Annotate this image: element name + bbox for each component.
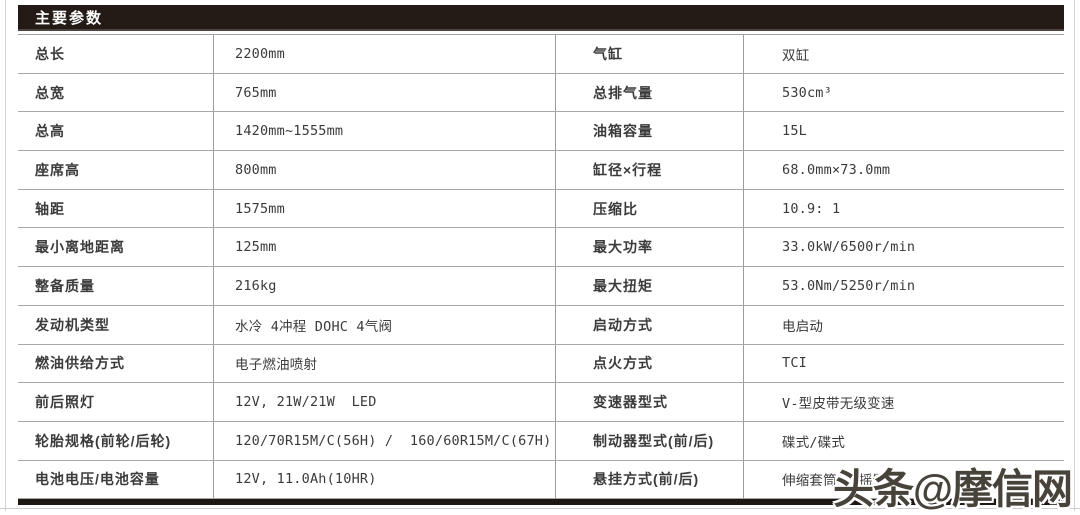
param-value: TCI <box>743 344 1064 384</box>
param-label: 点火方式 <box>555 344 743 384</box>
param-value: 12V, 21W/21W LED <box>213 383 555 422</box>
page-edge-left <box>5 0 6 511</box>
param-label: 压缩比 <box>555 189 743 229</box>
param-label: 总排气量 <box>555 73 743 113</box>
param-label: 最大扭矩 <box>555 267 743 306</box>
param-label: 变速器型式 <box>555 383 743 422</box>
param-value: 水冷 4冲程 DOHC 4气阀 <box>213 305 555 345</box>
param-value: 33.0kW/6500r/min <box>743 228 1064 268</box>
param-value: 2200mm <box>213 35 555 74</box>
param-label: 气缸 <box>555 35 743 74</box>
bottom-rule <box>18 499 1064 505</box>
param-label: 电池电压/电池容量 <box>18 461 213 500</box>
section-header-bar: 主要参数 <box>18 5 1064 31</box>
param-label: 座席高 <box>18 151 213 190</box>
spec-table: 总长 2200mm 气缸 双缸总宽 765mm 总排气量 530cm³ 总高 1420mm~15… <box>18 34 1064 500</box>
param-label: 最大功率 <box>555 228 743 268</box>
param-value: 碟式/碟式 <box>743 421 1064 461</box>
param-value: V-型皮带无级变速 <box>743 383 1064 422</box>
param-value: 电启动 <box>743 305 1064 345</box>
param-value: 53.0Nm/5250r/min <box>743 267 1064 306</box>
param-label: 启动方式 <box>555 305 743 345</box>
param-value: 530cm³ <box>743 73 1064 113</box>
param-label: 轴距 <box>18 190 213 229</box>
param-value: 12V, 11.0Ah(10HR) <box>213 460 555 500</box>
param-value: 800mm <box>213 151 555 190</box>
param-label: 发动机类型 <box>18 306 213 345</box>
param-label: 缸径×行程 <box>555 151 743 190</box>
param-value: 双缸 <box>743 35 1064 74</box>
page-edge-bottom <box>0 508 1080 509</box>
page-edge-right <box>1074 0 1075 511</box>
param-value: 10.9: 1 <box>743 189 1064 229</box>
param-label: 总宽 <box>18 74 213 113</box>
section-title: 主要参数 <box>35 9 104 27</box>
param-value: 1575mm <box>213 189 555 229</box>
watermark: 头条@摩信网 <box>833 466 1073 512</box>
param-label: 燃油供给方式 <box>18 345 213 384</box>
param-value: 216kg <box>213 267 555 306</box>
param-value: 伸缩套筒式/摇臂式 <box>743 460 1064 500</box>
param-value: 68.0mm×73.0mm <box>743 151 1064 190</box>
param-value: 125mm <box>213 228 555 268</box>
param-value: 120/70R15M/C(56H) / 160/60R15M/C(67H) <box>213 421 555 461</box>
param-label: 轮胎规格(前轮/后轮) <box>18 422 213 461</box>
param-value: 765mm <box>213 73 555 113</box>
param-label: 油箱容量 <box>555 112 743 152</box>
param-label: 总高 <box>18 112 213 152</box>
param-value: 1420mm~1555mm <box>213 112 555 152</box>
param-value: 电子燃油喷射 <box>213 344 555 384</box>
param-label: 总长 <box>18 35 213 74</box>
param-label: 整备质量 <box>18 267 213 306</box>
param-value: 15L <box>743 112 1064 152</box>
param-label: 最小离地距离 <box>18 228 213 268</box>
param-label: 前后照灯 <box>18 383 213 422</box>
param-label: 悬挂方式(前/后) <box>555 460 743 500</box>
param-label: 制动器型式(前/后) <box>555 421 743 461</box>
